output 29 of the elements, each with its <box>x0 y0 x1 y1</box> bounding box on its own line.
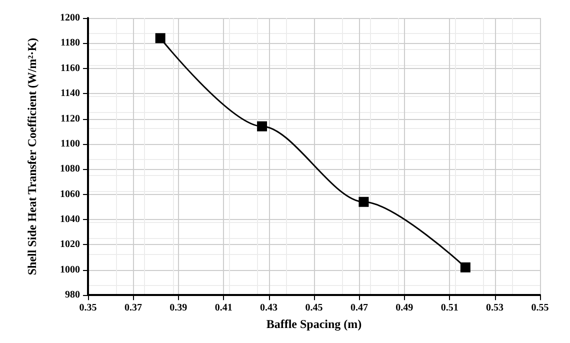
x-tick-label: 0.51 <box>440 302 458 314</box>
y-axis-title: Shell Side Heat Transfer Coefficient (W/m²·K) <box>25 38 39 276</box>
x-tick-label: 0.35 <box>79 302 97 314</box>
y-tick-label: 1120 <box>60 113 80 124</box>
y-tick-label: 1060 <box>60 188 80 200</box>
x-tick-label: 0.41 <box>214 302 232 314</box>
x-tick-label: 0.45 <box>305 302 323 314</box>
x-tick-label: 0.37 <box>124 302 142 314</box>
x-tick-label: 0.39 <box>170 302 188 314</box>
x-tick-label: 0.47 <box>350 302 368 314</box>
point <box>460 262 470 272</box>
x-tick-label: 0.53 <box>486 302 504 314</box>
y-tick-label: 1020 <box>60 239 80 250</box>
x-tick-label: 0.49 <box>396 302 414 314</box>
y-tick-label: 1200 <box>60 12 80 24</box>
point <box>155 33 166 44</box>
x-tick-label: 0.43 <box>260 302 278 314</box>
y-tick-label: 1000 <box>60 264 80 276</box>
y-tick-label: 1100 <box>60 138 80 150</box>
y-tick-label: 1160 <box>60 62 80 74</box>
y-tick-label: 980 <box>65 290 80 301</box>
point <box>257 121 268 132</box>
y-tick-label: 1140 <box>60 88 80 100</box>
x-tick-label: 0.55 <box>531 302 549 314</box>
y-tick-label: 1040 <box>60 214 80 226</box>
point <box>358 196 369 207</box>
y-tick-label: 1180 <box>60 38 80 49</box>
y-tick-label: 1080 <box>60 164 80 175</box>
x-axis-title: Baffle Spacing (m) <box>266 317 362 331</box>
